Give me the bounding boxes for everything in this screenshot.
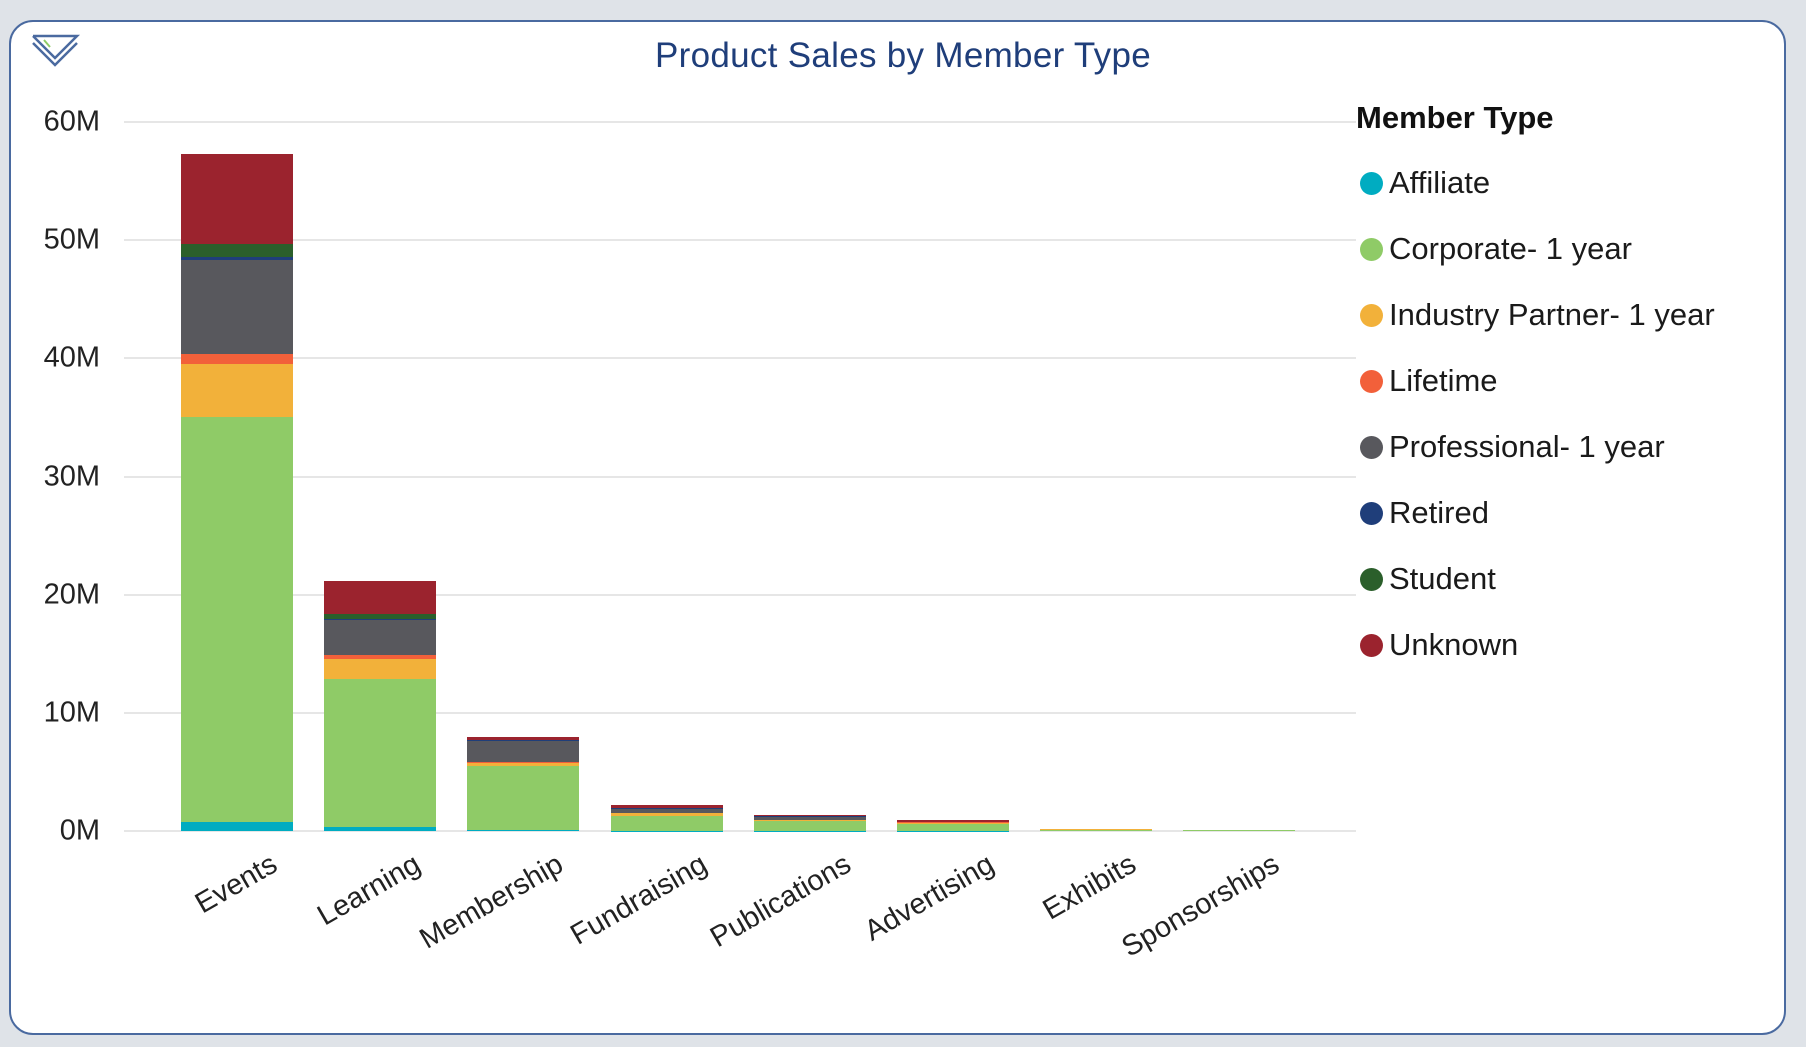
- bar-segment-affiliate[interactable]: [324, 827, 437, 831]
- gridline: [124, 121, 1356, 123]
- gridline: [124, 475, 1356, 478]
- bar-segment-professional-1-year[interactable]: [324, 619, 437, 655]
- bar-publications[interactable]: [753, 815, 866, 831]
- bar-segment-unknown[interactable]: [753, 815, 866, 817]
- bar-segment-student[interactable]: [181, 243, 293, 257]
- bar-segment-unknown[interactable]: [324, 580, 437, 614]
- y-axis-tick-label: 60M: [43, 105, 100, 138]
- bar-segment-unknown[interactable]: [467, 736, 580, 741]
- y-axis-tick-label: 10M: [43, 696, 100, 729]
- legend-label: Corporate- 1 year: [1389, 231, 1632, 266]
- bar-sponsorships[interactable]: [1183, 829, 1296, 831]
- legend-dot-icon: [1360, 237, 1383, 261]
- bar-membership[interactable]: [467, 736, 580, 831]
- bar-segment-industry-partner-1-year[interactable]: [324, 658, 437, 679]
- bar-segment-unknown[interactable]: [610, 805, 723, 809]
- y-axis-tick-label: 50M: [43, 223, 100, 256]
- bar-segment-unknown[interactable]: [181, 153, 293, 244]
- bar-segment-affiliate[interactable]: [181, 821, 293, 831]
- chart-card: [9, 20, 1786, 1035]
- legend-dot-icon: [1360, 501, 1383, 525]
- gridline: [124, 239, 1356, 242]
- legend-item[interactable]: Professional- 1 year: [1356, 414, 1715, 480]
- gridline: [124, 593, 1356, 596]
- double-chevron-down-logo-icon: [32, 34, 80, 67]
- y-axis-tick-label: 30M: [43, 460, 100, 492]
- bar-segment-professional-1-year[interactable]: [753, 816, 866, 820]
- gridline: [124, 711, 1356, 714]
- bar-segment-industry-partner-1-year[interactable]: [753, 819, 866, 821]
- legend-label: Lifetime: [1389, 363, 1498, 398]
- bar-segment-lifetime[interactable]: [181, 353, 293, 365]
- bar-segment-professional-1-year[interactable]: [897, 821, 1009, 823]
- legend-dot-icon: [1360, 435, 1383, 459]
- bar-segment-student[interactable]: [324, 613, 437, 619]
- legend-label: Professional- 1 year: [1389, 429, 1665, 464]
- bar-segment-industry-partner-1-year[interactable]: [181, 364, 293, 418]
- bar-segment-retired[interactable]: [181, 256, 293, 261]
- bar-segment-professional-1-year[interactable]: [610, 808, 723, 813]
- bar-segment-corporate-1-year[interactable]: [897, 824, 1009, 831]
- bar-segment-lifetime[interactable]: [610, 812, 723, 814]
- legend-item[interactable]: Student: [1356, 546, 1715, 612]
- bar-exhibits[interactable]: [1040, 829, 1153, 831]
- legend-item[interactable]: Affiliate: [1356, 150, 1715, 216]
- bar-segment-unknown[interactable]: [897, 820, 1009, 822]
- bar-fundraising[interactable]: [610, 805, 723, 831]
- bar-segment-corporate-1-year[interactable]: [467, 766, 580, 831]
- bar-segment-retired[interactable]: [324, 618, 437, 620]
- bar-segment-industry-partner-1-year[interactable]: [610, 813, 723, 816]
- bar-learning[interactable]: [324, 580, 437, 831]
- legend-item[interactable]: Lifetime: [1356, 348, 1715, 414]
- legend-dot-icon: [1360, 171, 1383, 195]
- bar-segment-industry-partner-1-year[interactable]: [897, 822, 1009, 825]
- legend-item[interactable]: Industry Partner- 1 year: [1356, 282, 1715, 348]
- chart-title: Product Sales by Member Type: [654, 36, 1152, 75]
- bar-segment-corporate-1-year[interactable]: [753, 820, 866, 831]
- y-axis-tick-label: 20M: [43, 578, 100, 611]
- gridline: [124, 830, 1356, 832]
- legend-item[interactable]: Unknown: [1356, 612, 1715, 678]
- legend-label: Affiliate: [1389, 165, 1491, 200]
- bar-events[interactable]: [181, 153, 293, 831]
- legend-title: Member Type: [1356, 100, 1554, 135]
- legend-dot-icon: [1360, 633, 1383, 657]
- legend-item[interactable]: Corporate- 1 year: [1356, 216, 1715, 282]
- bar-segment-lifetime[interactable]: [324, 654, 437, 659]
- bar-segment-corporate-1-year[interactable]: [1183, 830, 1296, 831]
- bar-segment-lifetime[interactable]: [467, 762, 580, 764]
- bar-segment-corporate-1-year[interactable]: [1040, 829, 1153, 831]
- bar-segment-professional-1-year[interactable]: [181, 260, 293, 354]
- y-axis-tick-label: 40M: [43, 341, 100, 374]
- legend-item[interactable]: Retired: [1356, 480, 1715, 546]
- bar-advertising[interactable]: [897, 820, 1009, 831]
- legend-label: Unknown: [1389, 627, 1519, 662]
- bar-segment-professional-1-year[interactable]: [467, 740, 580, 763]
- legend-dot-icon: [1360, 369, 1383, 393]
- bar-segment-corporate-1-year[interactable]: [610, 815, 723, 831]
- gridline: [124, 357, 1356, 360]
- bar-segment-corporate-1-year[interactable]: [181, 417, 293, 822]
- legend-label: Student: [1389, 561, 1496, 596]
- bar-segment-industry-partner-1-year[interactable]: [467, 763, 580, 767]
- legend-label: Retired: [1389, 495, 1489, 530]
- y-axis-tick-label: 0M: [59, 814, 100, 847]
- bar-segment-corporate-1-year[interactable]: [324, 678, 437, 828]
- bar-segment-affiliate[interactable]: [467, 830, 580, 831]
- legend-label: Industry Partner- 1 year: [1389, 297, 1715, 332]
- legend-dot-icon: [1360, 303, 1383, 327]
- legend-dot-icon: [1360, 567, 1383, 591]
- legend: Member Type Affiliate Corporate- 1 year In…: [1356, 100, 1715, 678]
